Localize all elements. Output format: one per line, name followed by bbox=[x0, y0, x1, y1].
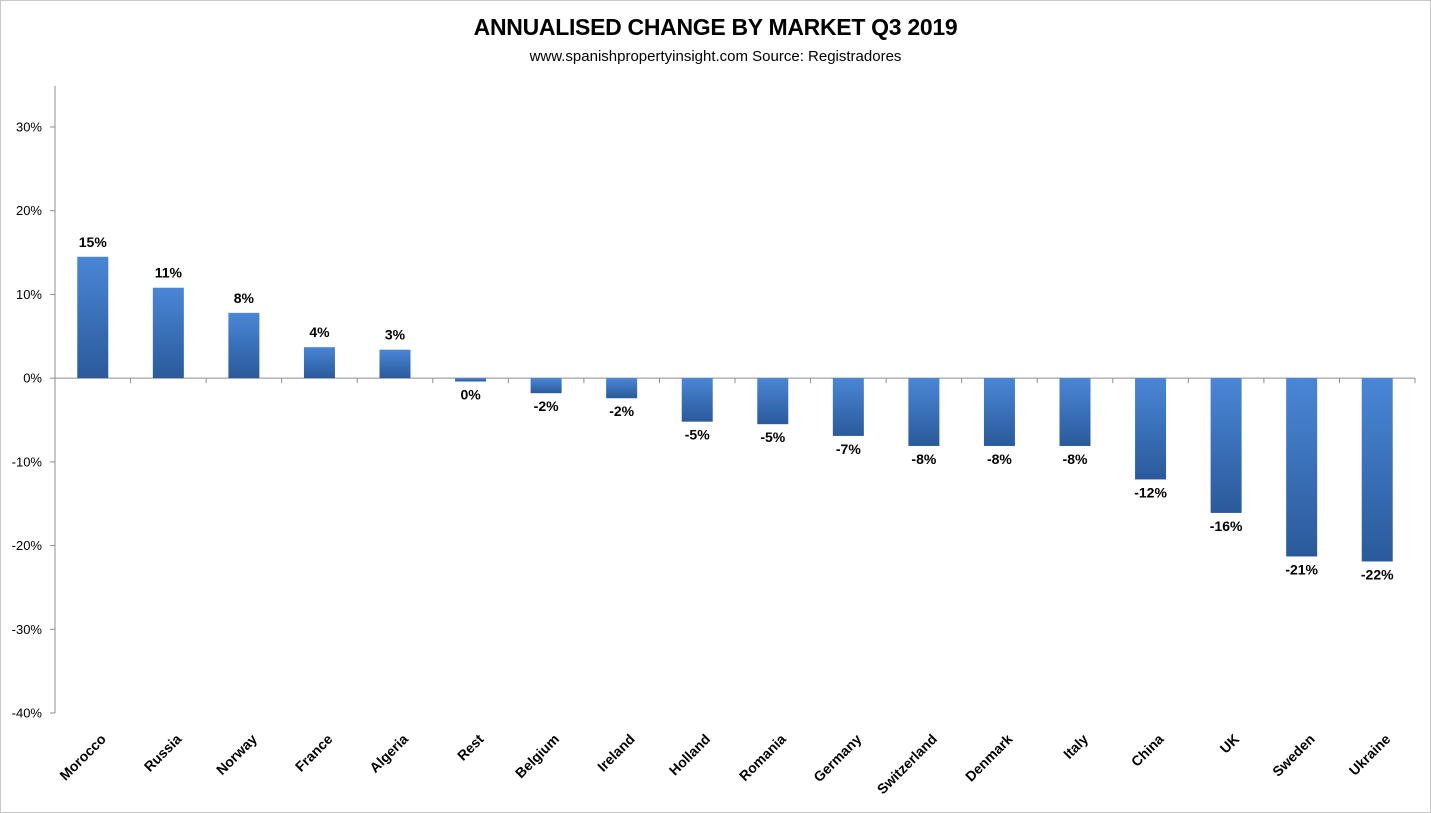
bar-rest bbox=[455, 378, 487, 382]
bar-russia bbox=[152, 287, 184, 379]
bar-norway bbox=[228, 312, 260, 379]
y-tick-label: -10% bbox=[12, 454, 43, 469]
data-label: -8% bbox=[987, 451, 1012, 467]
bar-uk bbox=[1210, 378, 1242, 513]
data-label: -5% bbox=[760, 429, 785, 445]
category-label: Russia bbox=[141, 731, 185, 775]
data-label: 0% bbox=[460, 386, 481, 402]
bar-romania bbox=[757, 378, 789, 425]
category-label: Italy bbox=[1060, 731, 1091, 762]
axes: 30% 20% 10% 0% -10% -20% -30% -40% bbox=[12, 86, 1416, 721]
data-label: -22% bbox=[1361, 566, 1394, 582]
data-label: -5% bbox=[685, 427, 710, 443]
data-label: 4% bbox=[309, 324, 330, 340]
category-label: Ireland bbox=[594, 731, 638, 775]
y-tick-label: 20% bbox=[16, 203, 42, 218]
data-label: -8% bbox=[1063, 451, 1088, 467]
bar-algeria bbox=[379, 349, 411, 379]
y-tick-label: -30% bbox=[12, 622, 43, 637]
data-label: -2% bbox=[609, 403, 634, 419]
category-label: Germany bbox=[810, 731, 864, 785]
category-label: Norway bbox=[213, 731, 260, 778]
category-label: Algeria bbox=[366, 731, 411, 776]
chart-title: ANNUALISED CHANGE BY MARKET Q3 2019 bbox=[473, 14, 958, 40]
bars bbox=[77, 256, 1393, 562]
bar-holland bbox=[681, 378, 713, 422]
bar-italy bbox=[1059, 378, 1091, 446]
bar-morocco bbox=[77, 256, 109, 379]
bar-ireland bbox=[606, 378, 638, 399]
bar-china bbox=[1135, 378, 1167, 480]
y-tick-label: 30% bbox=[16, 120, 42, 135]
category-label: Switzerland bbox=[874, 731, 940, 797]
category-label: Denmark bbox=[962, 731, 1016, 785]
data-label: 3% bbox=[385, 327, 406, 343]
y-tick-label: -40% bbox=[12, 706, 43, 721]
bar-switzerland bbox=[908, 378, 940, 446]
y-tick-label: 10% bbox=[16, 287, 42, 302]
bar-france bbox=[303, 347, 335, 379]
category-label: Holland bbox=[666, 731, 714, 779]
bar-ukraine bbox=[1361, 378, 1393, 562]
data-label: -16% bbox=[1210, 518, 1243, 534]
data-label: 8% bbox=[234, 290, 255, 306]
category-label: Morocco bbox=[56, 731, 109, 784]
category-label: Rest bbox=[454, 731, 487, 764]
chart-subtitle: www.spanishpropertyinsight.com Source: R… bbox=[529, 48, 902, 65]
category-label: Belgium bbox=[512, 731, 562, 781]
category-label: Sweden bbox=[1269, 731, 1318, 780]
bar-denmark bbox=[983, 378, 1015, 446]
category-label: Ukraine bbox=[1346, 731, 1394, 779]
data-label: -7% bbox=[836, 441, 861, 457]
data-label: 11% bbox=[155, 265, 183, 281]
category-labels: Morocco Russia Norway France Algeria Rest Belg… bbox=[56, 731, 1393, 798]
data-label: -21% bbox=[1285, 561, 1318, 577]
data-label: -8% bbox=[911, 451, 936, 467]
y-tick-label: 0% bbox=[23, 371, 42, 386]
data-labels: 15% 11% 8% 4% 3% 0% -2% -2% -5% -5% -7% -8% -8% -8% -1… bbox=[79, 234, 1394, 583]
category-label: France bbox=[292, 731, 336, 775]
bar-belgium bbox=[530, 378, 562, 394]
category-label: China bbox=[1128, 731, 1167, 770]
bar-germany bbox=[832, 378, 864, 436]
y-tick-label: -20% bbox=[12, 538, 43, 553]
data-label: -2% bbox=[534, 398, 559, 414]
bar-sweden bbox=[1286, 378, 1318, 557]
category-label: Romania bbox=[736, 731, 789, 784]
category-label: UK bbox=[1217, 731, 1243, 757]
data-label: -12% bbox=[1134, 484, 1167, 500]
data-label: 15% bbox=[79, 234, 108, 250]
